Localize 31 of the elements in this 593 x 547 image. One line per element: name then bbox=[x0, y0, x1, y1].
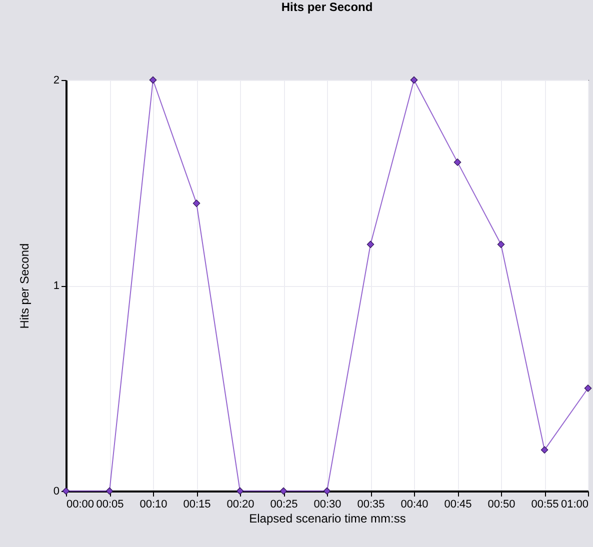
point bbox=[323, 487, 331, 495]
x-axis-title: Elapsed scenario time mm:ss bbox=[249, 512, 406, 526]
x-tick-label: 01:00 bbox=[560, 498, 588, 510]
point bbox=[366, 240, 374, 248]
point bbox=[280, 487, 288, 495]
y-tick-label: 1 bbox=[53, 280, 60, 292]
x-tick-label: 00:25 bbox=[270, 498, 298, 510]
y-tick-label: 0 bbox=[53, 486, 60, 498]
x-tick-label: 00:05 bbox=[96, 498, 124, 510]
x-tick-label: 00:40 bbox=[400, 498, 428, 510]
x-tick-label: 00:00 bbox=[66, 498, 94, 510]
x-tick-label: 00:30 bbox=[314, 498, 342, 510]
point bbox=[236, 487, 244, 495]
point bbox=[410, 76, 418, 84]
point bbox=[454, 158, 462, 166]
x-tick-label: 00:15 bbox=[183, 498, 211, 510]
point bbox=[192, 200, 200, 207]
point bbox=[106, 487, 114, 495]
x-tick-label: 00:50 bbox=[488, 498, 516, 510]
y-tick-label: 2 bbox=[53, 74, 60, 86]
point bbox=[497, 240, 505, 248]
x-tick-label: 00:10 bbox=[140, 498, 168, 510]
x-tick-label: 00:55 bbox=[531, 498, 559, 510]
y-axis-title: Hits per Second bbox=[17, 243, 32, 329]
point bbox=[540, 446, 548, 454]
point bbox=[149, 76, 157, 84]
point bbox=[584, 384, 592, 392]
x-tick-label: 00:35 bbox=[357, 498, 385, 510]
x-tick-label: 00:20 bbox=[226, 498, 254, 510]
chart-title: Hits per Second bbox=[281, 0, 373, 14]
x-tick-label: 00:45 bbox=[444, 498, 472, 510]
